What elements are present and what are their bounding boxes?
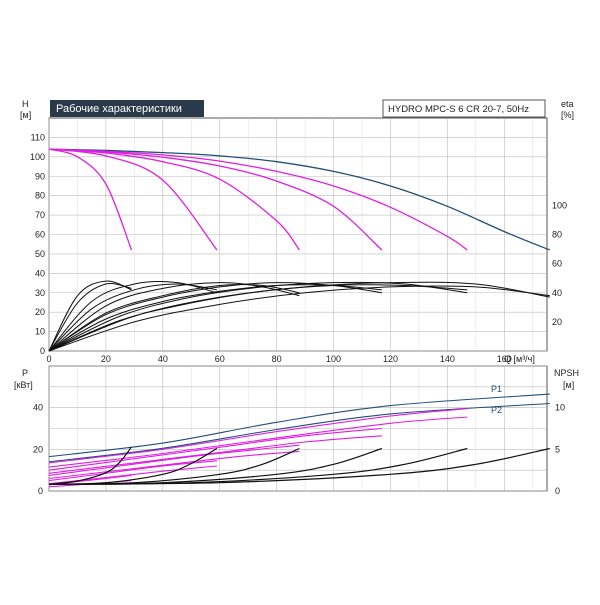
x-tick-label: 140	[440, 354, 455, 364]
head-curve	[48, 148, 468, 251]
lower-y-label: P	[22, 368, 28, 378]
power-curve	[48, 450, 300, 480]
power-curve	[48, 427, 382, 471]
power-curve	[48, 402, 550, 463]
y2-tick-label: 80	[552, 230, 562, 240]
head-curve	[48, 148, 300, 251]
y-tick-label: 40	[35, 268, 45, 278]
x-tick-label: 60	[215, 354, 225, 364]
power-curve	[48, 435, 382, 474]
efficiency-curve	[48, 282, 132, 352]
x-tick-label: 40	[158, 354, 168, 364]
y-tick-label: 50	[35, 249, 45, 259]
subtitle-box	[382, 99, 546, 118]
x-axis-label: Q [м³/ч]	[504, 354, 535, 364]
y-tick-label: 20	[35, 307, 45, 317]
lower-tick-labels: 0 20 40 0 5 10	[33, 403, 565, 496]
y2-tick-label: 60	[552, 259, 562, 269]
lower-y2-unit: [м]	[563, 380, 574, 390]
x-tick-label: 0	[46, 354, 51, 364]
efficiency-curve	[48, 281, 468, 352]
lower-y-unit: [кВт]	[14, 380, 33, 390]
y-tick-label: 70	[35, 210, 45, 220]
upper-curves	[48, 148, 551, 352]
lower-curves	[48, 393, 550, 488]
lower-y-tick-label: 20	[33, 444, 43, 454]
upper-tick-labels: 0 20 40 60 80 100 120 140 160 0 10 20 30 40 50 60 70 80 90…	[30, 132, 567, 364]
upper-y2-unit: [%]	[561, 110, 574, 120]
efficiency-curve	[48, 283, 217, 352]
series-label-p2: P2	[491, 405, 502, 415]
lower-y-tick-label: 0	[38, 486, 43, 496]
power-curve	[48, 416, 468, 468]
series-label-p1: P1	[491, 384, 502, 394]
lower-y2-tick-label: 0	[555, 486, 560, 496]
lower-y2-label: NPSH	[554, 368, 579, 378]
chart-subtitle: HYDRO MPC-S 6 CR 20-7, 50Hz	[388, 104, 529, 115]
y-tick-label: 0	[40, 346, 45, 356]
chart-title: Рабочие характеристики	[56, 103, 182, 115]
efficiency-curve	[48, 285, 550, 352]
y2-tick-label: 40	[552, 288, 562, 298]
y2-tick-label: 20	[552, 317, 562, 327]
efficiency-curve	[48, 282, 300, 352]
head-curve	[48, 148, 383, 251]
x-tick-label: 20	[101, 354, 111, 364]
efficiency-curve	[48, 280, 132, 352]
lower-y2-tick-label: 10	[555, 403, 565, 413]
power-curve	[48, 444, 300, 476]
upper-y2-label: eta	[561, 99, 574, 109]
upper-y-label: H	[22, 99, 29, 109]
title-box	[50, 100, 204, 117]
upper-y-unit: [м]	[20, 110, 31, 120]
x-tick-label: 100	[326, 354, 341, 364]
power-curve	[48, 465, 217, 485]
head-curve	[48, 148, 133, 251]
npsh-curve	[48, 446, 132, 485]
y-tick-label: 10	[35, 327, 45, 337]
head-curve	[48, 148, 551, 251]
y-tick-label: 90	[35, 171, 45, 181]
y-tick-label: 80	[35, 191, 45, 201]
efficiency-curve	[48, 281, 550, 352]
x-tick-label: 120	[383, 354, 398, 364]
npsh-curve	[48, 447, 550, 485]
y-tick-label: 60	[35, 230, 45, 240]
y-tick-label: 100	[30, 152, 45, 162]
power-curve	[48, 408, 468, 464]
power-curve	[48, 393, 550, 458]
x-tick-label: 160	[497, 354, 512, 364]
lower-y-tick-label: 40	[33, 403, 43, 413]
head-curve	[48, 148, 218, 251]
y-tick-label: 110	[31, 132, 45, 142]
y2-tick-label: 100	[552, 200, 567, 210]
x-tick-label: 80	[272, 354, 282, 364]
lower-y2-tick-label: 5	[555, 444, 560, 454]
y-tick-label: 30	[35, 288, 45, 298]
